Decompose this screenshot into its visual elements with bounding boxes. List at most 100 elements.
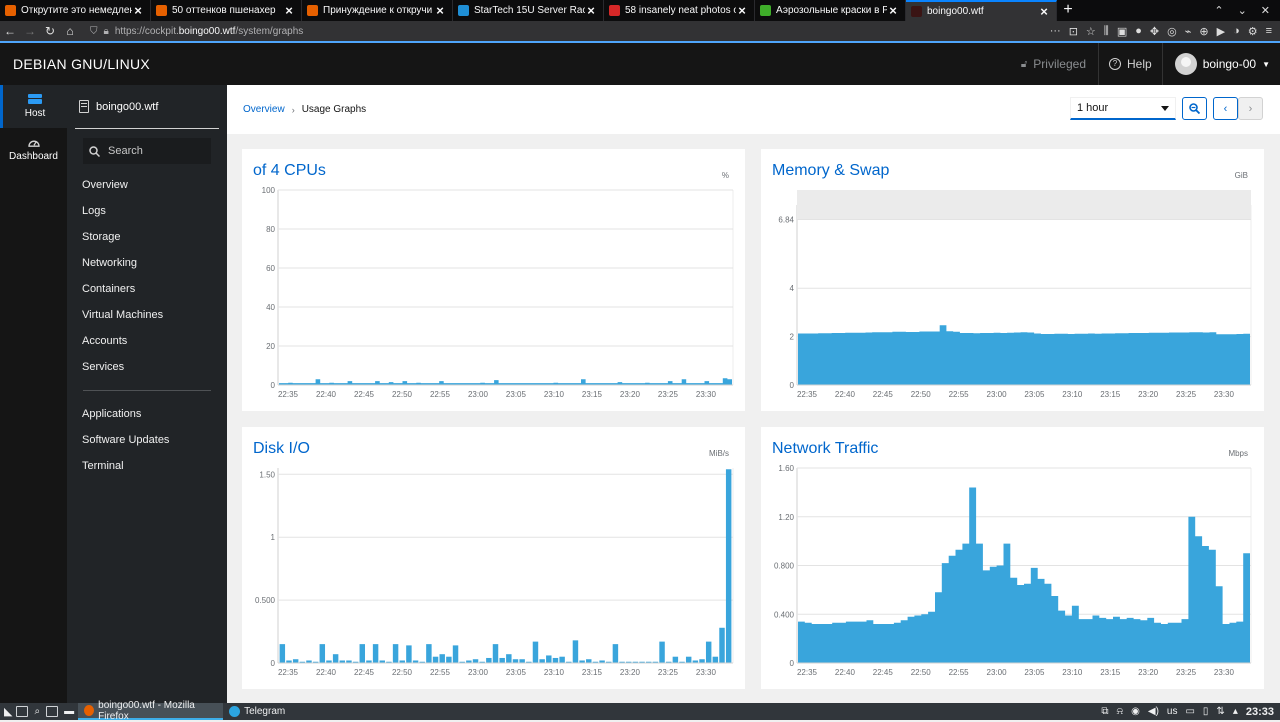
- y-tick-label: 100: [262, 186, 276, 195]
- close-tab-icon[interactable]: ×: [134, 3, 142, 18]
- privileged-indicator[interactable]: 🔓︎ Privileged: [1011, 43, 1099, 85]
- browser-tab[interactable]: 58 insanely neat photos o ×: [604, 0, 755, 21]
- url-bar[interactable]: ⛉ 🔒︎ https://cockpit. boingo00.wtf/system…: [86, 22, 1042, 40]
- previous-range-button[interactable]: ‹: [1213, 97, 1238, 120]
- close-tab-icon[interactable]: ×: [436, 3, 444, 18]
- close-tab-icon[interactable]: ×: [285, 3, 293, 18]
- new-tab-button[interactable]: +: [1063, 1, 1073, 18]
- tray-expand-icon[interactable]: ▴: [1232, 706, 1238, 717]
- sidebar-item-containers[interactable]: Containers: [82, 283, 136, 295]
- extension-icon[interactable]: ◑: [1233, 24, 1240, 37]
- page-actions-icon[interactable]: ···: [1049, 24, 1061, 37]
- sidebar-item-accounts[interactable]: Accounts: [82, 335, 128, 347]
- sidebar-item-terminal[interactable]: Terminal: [82, 460, 124, 472]
- data-bar: [559, 656, 565, 663]
- time-range-select[interactable]: 1 hour: [1070, 97, 1176, 120]
- file-manager-icon[interactable]: ▬: [64, 706, 75, 717]
- help-label: Help: [1127, 57, 1152, 71]
- host-switcher[interactable]: boingo00.wtf: [75, 85, 219, 129]
- menu-icon[interactable]: ≡: [1265, 24, 1272, 37]
- home-icon[interactable]: ⌂: [66, 24, 74, 38]
- close-tab-icon[interactable]: ×: [889, 3, 897, 18]
- reload-icon[interactable]: ↻: [44, 24, 56, 38]
- clock[interactable]: 23:33: [1245, 705, 1274, 718]
- shield-icon[interactable]: ⛉: [90, 25, 98, 37]
- network-icon[interactable]: ⇅: [1216, 706, 1225, 717]
- memory-title: Memory & Swap: [772, 162, 890, 179]
- cpu-unit: %: [721, 171, 729, 180]
- user-menu-button[interactable]: boingo-00 ▼: [1161, 43, 1280, 85]
- clipboard-icon[interactable]: ⧉: [1101, 706, 1109, 717]
- data-bar: [432, 656, 439, 663]
- breadcrumb-overview[interactable]: Overview: [243, 104, 285, 115]
- minimize-icon[interactable]: ⌃: [1214, 5, 1224, 17]
- browser-tab[interactable]: Открутите это немедленно×: [0, 0, 151, 21]
- app-launcher-icon[interactable]: ◣: [4, 706, 13, 718]
- sidebar-item-overview[interactable]: Overview: [82, 179, 128, 191]
- telegram-tray-icon[interactable]: ◉: [1131, 706, 1140, 717]
- tab-title: 58 insanely neat photos o: [625, 5, 736, 16]
- browser-tab[interactable]: Принуждение к откручи ×: [302, 0, 453, 21]
- close-window-icon[interactable]: ✕: [1260, 5, 1270, 17]
- pocket-icon[interactable]: ⊡: [1068, 25, 1078, 38]
- rail-host[interactable]: Host: [0, 85, 67, 128]
- y-tick-label: 0: [271, 381, 276, 390]
- taskbar-telegram[interactable]: Telegram: [223, 703, 368, 720]
- network-chart: 0 0.400 0.800 1.20 1.60 22:35 22:40 22:45 22:50 2…: [774, 464, 1252, 677]
- browser-tab[interactable]: boingo00.wtf ×: [906, 0, 1057, 21]
- browser-tab[interactable]: 50 оттенков пшенахер ×: [151, 0, 302, 21]
- next-range-button[interactable]: ›: [1238, 97, 1263, 120]
- close-tab-icon[interactable]: ×: [587, 3, 595, 18]
- extension-icon[interactable]: ⚙: [1247, 25, 1258, 38]
- extension-icon[interactable]: ▶: [1216, 25, 1226, 38]
- x-tick-label: 23:30: [696, 390, 717, 399]
- restore-icon[interactable]: ⌄: [1237, 5, 1247, 17]
- sidebar-icon[interactable]: ▣: [1116, 25, 1128, 38]
- rail-dashboard[interactable]: Dashboard: [0, 128, 67, 171]
- sidebar-item-software-updates[interactable]: Software Updates: [82, 434, 170, 446]
- x-tick-label: 23:00: [468, 668, 489, 677]
- browser-tab-strip: Открутите это немедленно×50 оттенков пше…: [0, 0, 1280, 21]
- x-tick-label: 23:20: [620, 668, 641, 677]
- y-tick-label: 6.84: [778, 216, 794, 225]
- extension-icon[interactable]: ⌁: [1184, 25, 1192, 38]
- back-icon[interactable]: ←: [4, 24, 16, 38]
- extension-icon[interactable]: ⊕: [1199, 25, 1209, 38]
- sidebar-item-services[interactable]: Services: [82, 361, 125, 373]
- extension-icon[interactable]: ●: [1135, 24, 1142, 37]
- battery-icon[interactable]: ▯: [1202, 706, 1209, 717]
- display-icon[interactable]: ▭: [1185, 706, 1195, 717]
- zoom-out-button[interactable]: [1182, 97, 1207, 120]
- close-tab-icon[interactable]: ×: [1040, 4, 1048, 19]
- extension-icon[interactable]: ◎: [1167, 25, 1177, 38]
- search-icon[interactable]: ⌕: [34, 706, 41, 717]
- browser-tab[interactable]: StarTech 15U Server Rack ×: [453, 0, 604, 21]
- sidebar-item-logs[interactable]: Logs: [82, 205, 106, 217]
- y-tick-label: 1.20: [778, 513, 794, 522]
- library-icon[interactable]: ⫼: [1103, 24, 1109, 37]
- taskbar-firefox[interactable]: boingo00.wtf - Mozilla Firefox: [78, 700, 224, 722]
- x-tick-label: 23:15: [582, 668, 603, 677]
- sidebar-item-storage[interactable]: Storage: [82, 231, 121, 243]
- volume-icon[interactable]: ◀): [1147, 706, 1159, 717]
- search-input[interactable]: Search: [83, 138, 211, 164]
- data-bar: [386, 661, 392, 663]
- favicon-icon: [760, 5, 771, 16]
- notifications-icon[interactable]: ⍾: [1116, 706, 1124, 717]
- sidebar-item-applications[interactable]: Applications: [82, 408, 142, 420]
- close-tab-icon[interactable]: ×: [738, 3, 746, 18]
- keyboard-layout[interactable]: us: [1166, 706, 1178, 717]
- sidebar-item-virtual-machines[interactable]: Virtual Machines: [82, 309, 164, 321]
- sidebar-item-networking[interactable]: Networking: [82, 257, 138, 269]
- data-bar: [599, 660, 605, 663]
- help-button[interactable]: ? Help: [1099, 43, 1162, 85]
- x-tick-label: 23:15: [582, 390, 603, 399]
- data-bar: [479, 661, 485, 663]
- window-switcher-icon[interactable]: [46, 706, 59, 717]
- forward-icon[interactable]: →: [24, 24, 36, 38]
- time-range-value: 1 hour: [1077, 102, 1109, 114]
- browser-tab[interactable]: Аэрозольные краски в Р ×: [755, 0, 906, 21]
- extension-icon[interactable]: ✥: [1149, 25, 1160, 38]
- desktop-icon[interactable]: [16, 706, 29, 717]
- bookmark-star-icon[interactable]: ☆: [1085, 25, 1096, 38]
